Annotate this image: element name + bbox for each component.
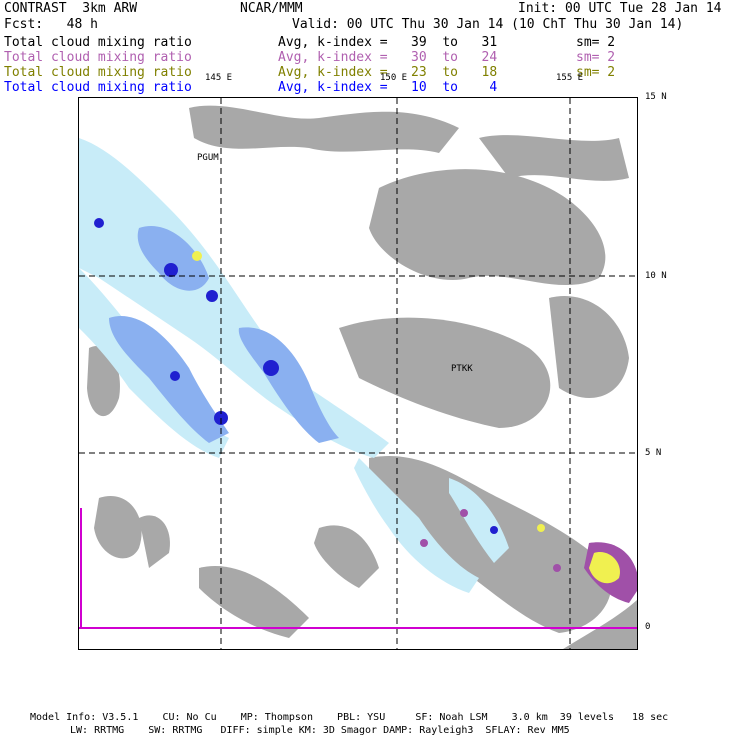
model-info-line-1: Model Info: V3.5.1 CU: No Cu MP: Thompso…: [30, 712, 669, 723]
legend-range-1: Avg, k-index = 39 to 31: [278, 35, 498, 50]
center-title: NCAR/MMM: [240, 1, 303, 16]
lat-label-15n: 15 N: [645, 92, 667, 102]
model-info-line-2: LW: RRTMG SW: RRTMG DIFF: simple KM: 3D …: [70, 725, 570, 736]
map-panel: PGUM PTKK: [78, 97, 638, 650]
lat-label-10n: 10 N: [645, 271, 667, 281]
map-canvas: [79, 98, 637, 649]
station-ptkk: PTKK: [451, 364, 473, 374]
legend-field-4: Total cloud mixing ratio: [4, 80, 192, 95]
init-time: Init: 00 UTC Tue 28 Jan 14: [518, 1, 722, 16]
forecast-hour: Fcst: 48 h: [4, 17, 98, 32]
lon-label-145: 145 E: [205, 73, 233, 83]
legend-sm-3: sm= 2: [576, 65, 616, 80]
yellow-cloud-patches: [192, 251, 620, 584]
legend-range-4: Avg, k-index = 10 to 4: [278, 80, 498, 95]
station-pgum: PGUM: [197, 153, 219, 163]
lat-label-equator: 0: [645, 622, 651, 632]
legend-sm-2: sm= 2: [576, 50, 616, 65]
model-title: CONTRAST 3km ARW: [4, 1, 138, 16]
valid-time: Valid: 00 UTC Thu 30 Jan 14 (10 ChT Thu …: [292, 17, 684, 32]
legend-field-3: Total cloud mixing ratio: [4, 65, 192, 80]
legend-range-3: Avg, k-index = 23 to 18: [278, 65, 498, 80]
legend-field-2: Total cloud mixing ratio: [4, 50, 192, 65]
lon-label-150: 150 E: [380, 73, 408, 83]
blue-cloud-cores: [109, 226, 339, 443]
legend-field-1: Total cloud mixing ratio: [4, 35, 192, 50]
legend-range-2: Avg, k-index = 30 to 24: [278, 50, 498, 65]
lat-label-5n: 5 N: [645, 448, 662, 458]
lon-label-155: 155 E: [556, 73, 584, 83]
legend-sm-1: sm= 2: [576, 35, 616, 50]
lat-lon-grid: [79, 98, 637, 649]
